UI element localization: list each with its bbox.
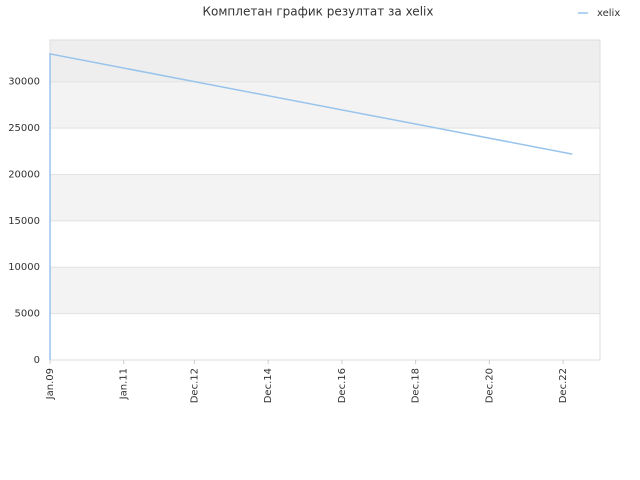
band — [50, 128, 600, 175]
y-tick-label: 20000 — [8, 169, 40, 180]
band — [50, 313, 600, 360]
legend-label: xelix — [597, 8, 620, 19]
x-tick-label: Dec.12 — [189, 368, 200, 403]
y-tick-label: 30000 — [8, 77, 40, 88]
y-tick-label: 5000 — [15, 309, 40, 320]
y-tick-label: 10000 — [8, 262, 40, 273]
y-tick-label: 0 — [34, 355, 40, 366]
y-tick-label: 25000 — [8, 123, 40, 134]
chart-title: Комплетан график резултат за xelix — [203, 5, 434, 19]
x-tick-label: Jan.11 — [119, 368, 130, 400]
band — [50, 174, 600, 221]
x-tick-label: Dec.22 — [558, 368, 569, 403]
x-tick-label: Jan.09 — [45, 368, 56, 400]
data-line — [49, 53, 573, 360]
x-tick-label: Dec.14 — [263, 368, 274, 403]
band — [50, 81, 600, 129]
band — [50, 267, 600, 314]
band — [50, 40, 600, 82]
x-tick-label: Dec.20 — [484, 368, 495, 403]
x-tick-label: Dec.18 — [411, 368, 422, 403]
band — [50, 220, 600, 268]
x-tick-label: Dec.16 — [337, 368, 348, 403]
y-tick-label: 15000 — [8, 216, 40, 227]
